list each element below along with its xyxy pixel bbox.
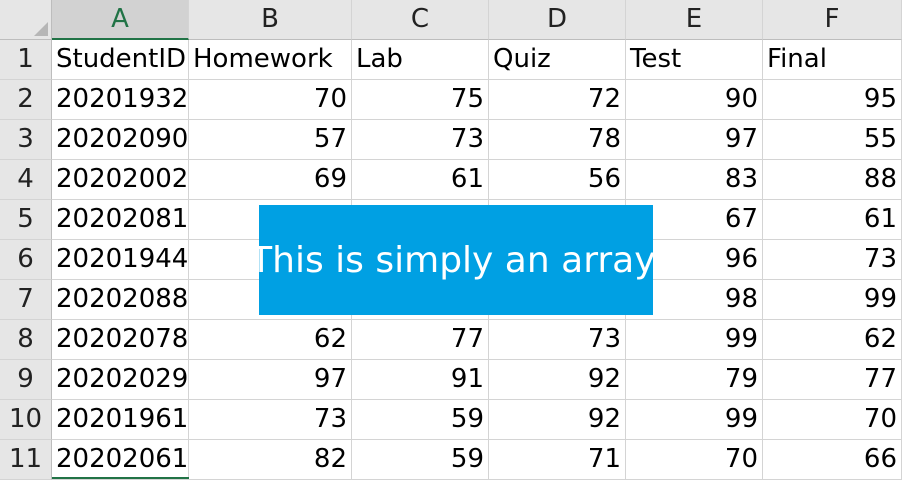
cell-c10[interactable]: 59 (352, 400, 489, 440)
cell-b2[interactable]: 70 (189, 80, 352, 120)
row-header[interactable]: 5 (0, 200, 52, 240)
cell-d11[interactable]: 71 (489, 440, 626, 480)
cell-f1[interactable]: Final (763, 40, 902, 80)
cell-a1[interactable]: StudentID (52, 40, 189, 80)
cell-d4[interactable]: 56 (489, 160, 626, 200)
cell-e5[interactable]: 67 (626, 200, 763, 240)
table-row: 1 StudentID Homework Lab Quiz Test Final (0, 40, 902, 80)
cell-c2[interactable]: 75 (352, 80, 489, 120)
cell-c3[interactable]: 73 (352, 120, 489, 160)
cell-e11[interactable]: 70 (626, 440, 763, 480)
cell-f9[interactable]: 77 (763, 360, 902, 400)
overlay-banner: This is simply an array. (250, 205, 662, 315)
cell-b11[interactable]: 82 (189, 440, 352, 480)
cell-a10[interactable]: 20201961 (52, 400, 189, 440)
cell-a9[interactable]: 20202029 (52, 360, 189, 400)
column-header-e[interactable]: E (626, 0, 763, 40)
cell-d2[interactable]: 72 (489, 80, 626, 120)
overlay-text: This is simply an array. (250, 239, 662, 281)
cell-d9[interactable]: 92 (489, 360, 626, 400)
column-header-row: A B C D E F (0, 0, 902, 40)
table-row: 8 20202078 62 77 73 99 62 (0, 320, 902, 360)
row-header[interactable]: 3 (0, 120, 52, 160)
cell-f3[interactable]: 55 (763, 120, 902, 160)
row-header[interactable]: 11 (0, 440, 52, 480)
table-row: 4 20202002 69 61 56 83 88 (0, 160, 902, 200)
column-header-b[interactable]: B (189, 0, 352, 40)
cell-e7[interactable]: 98 (626, 280, 763, 320)
select-all-corner[interactable] (0, 0, 52, 40)
cell-f2[interactable]: 95 (763, 80, 902, 120)
cell-c8[interactable]: 77 (352, 320, 489, 360)
cell-f10[interactable]: 70 (763, 400, 902, 440)
cell-f8[interactable]: 62 (763, 320, 902, 360)
cell-b8[interactable]: 62 (189, 320, 352, 360)
cell-a6[interactable]: 20201944 (52, 240, 189, 280)
cell-d3[interactable]: 78 (489, 120, 626, 160)
cell-b3[interactable]: 57 (189, 120, 352, 160)
cell-d8[interactable]: 73 (489, 320, 626, 360)
cell-e2[interactable]: 90 (626, 80, 763, 120)
table-row: 10 20201961 73 59 92 99 70 (0, 400, 902, 440)
cell-a11[interactable]: 20202061 (52, 440, 189, 480)
cell-b1[interactable]: Homework (189, 40, 352, 80)
table-row: 2 20201932 70 75 72 90 95 (0, 80, 902, 120)
row-header[interactable]: 8 (0, 320, 52, 360)
select-all-icon (34, 22, 48, 36)
cell-f5[interactable]: 61 (763, 200, 902, 240)
row-header[interactable]: 10 (0, 400, 52, 440)
cell-f7[interactable]: 99 (763, 280, 902, 320)
cell-a2[interactable]: 20201932 (52, 80, 189, 120)
table-row: 7 20202088 98 99 (0, 280, 902, 320)
cell-c1[interactable]: Lab (352, 40, 489, 80)
column-header-c[interactable]: C (352, 0, 489, 40)
column-header-f[interactable]: F (763, 0, 902, 40)
cell-b10[interactable]: 73 (189, 400, 352, 440)
column-header-a[interactable]: A (52, 0, 189, 40)
cell-a3[interactable]: 20202090 (52, 120, 189, 160)
cell-e8[interactable]: 99 (626, 320, 763, 360)
cell-e4[interactable]: 83 (626, 160, 763, 200)
row-header[interactable]: 6 (0, 240, 52, 280)
row-header[interactable]: 7 (0, 280, 52, 320)
cell-c9[interactable]: 91 (352, 360, 489, 400)
row-header[interactable]: 1 (0, 40, 52, 80)
row-header[interactable]: 9 (0, 360, 52, 400)
cell-e1[interactable]: Test (626, 40, 763, 80)
cell-f4[interactable]: 88 (763, 160, 902, 200)
cell-e6[interactable]: 96 (626, 240, 763, 280)
cell-a8[interactable]: 20202078 (52, 320, 189, 360)
cell-e9[interactable]: 79 (626, 360, 763, 400)
cell-a7[interactable]: 20202088 (52, 280, 189, 320)
table-row: 6 20201944 96 73 (0, 240, 902, 280)
cell-b9[interactable]: 97 (189, 360, 352, 400)
cell-b4[interactable]: 69 (189, 160, 352, 200)
table-row: 9 20202029 97 91 92 79 77 (0, 360, 902, 400)
column-header-d[interactable]: D (489, 0, 626, 40)
cell-e3[interactable]: 97 (626, 120, 763, 160)
row-header[interactable]: 4 (0, 160, 52, 200)
table-row: 3 20202090 57 73 78 97 55 (0, 120, 902, 160)
cell-d10[interactable]: 92 (489, 400, 626, 440)
cell-c11[interactable]: 59 (352, 440, 489, 480)
cell-a5[interactable]: 20202081 (52, 200, 189, 240)
cell-c4[interactable]: 61 (352, 160, 489, 200)
row-header[interactable]: 2 (0, 80, 52, 120)
cell-d1[interactable]: Quiz (489, 40, 626, 80)
cell-e10[interactable]: 99 (626, 400, 763, 440)
table-row: 11 20202061 82 59 71 70 66 (0, 440, 902, 480)
cell-f6[interactable]: 73 (763, 240, 902, 280)
cell-a4[interactable]: 20202002 (52, 160, 189, 200)
cell-f11[interactable]: 66 (763, 440, 902, 480)
